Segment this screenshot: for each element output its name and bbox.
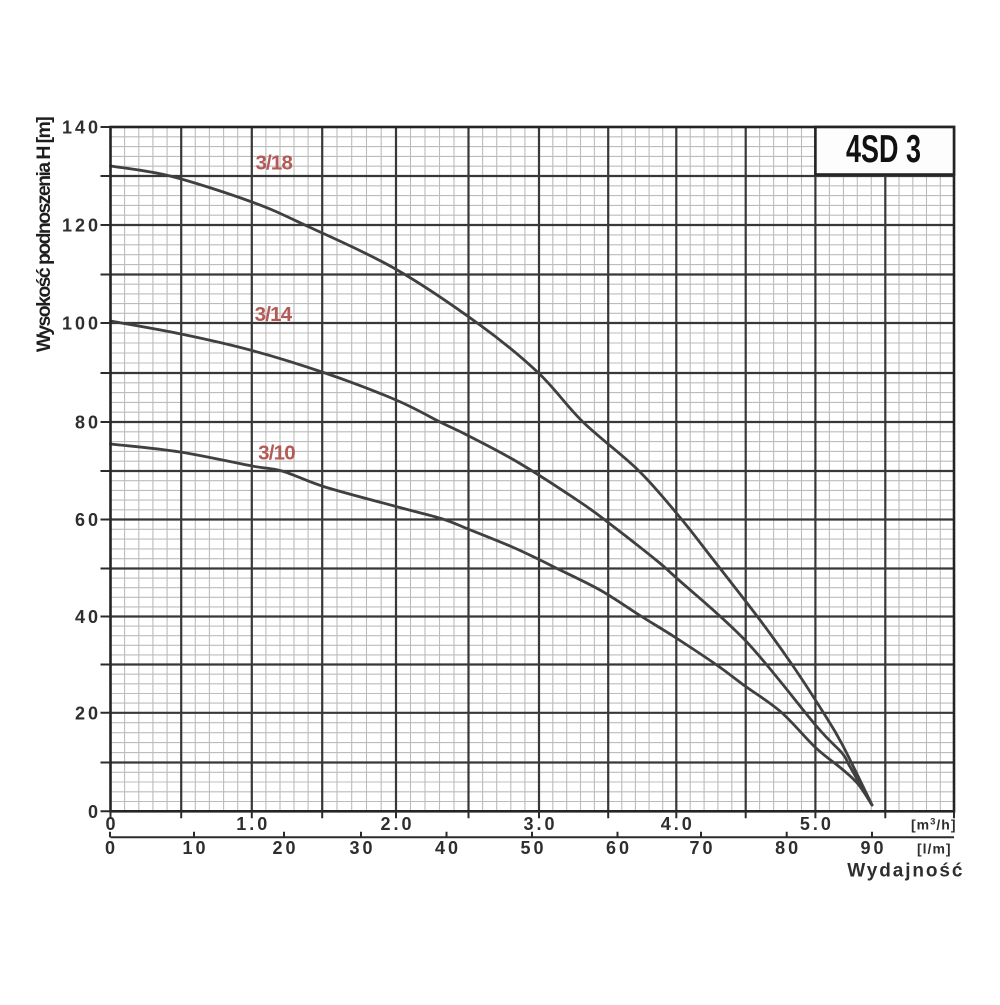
svg-text:20: 20: [75, 704, 101, 724]
svg-text:50: 50: [520, 838, 546, 858]
svg-text:20: 20: [272, 838, 298, 858]
svg-text:60: 60: [75, 510, 101, 530]
svg-text:140: 140: [62, 118, 101, 138]
svg-text:4.0: 4.0: [661, 814, 695, 834]
svg-text:Wydajność: Wydajność: [847, 860, 964, 881]
svg-text:3/18: 3/18: [255, 151, 292, 174]
svg-text:40: 40: [435, 838, 461, 858]
svg-text:0: 0: [105, 814, 118, 834]
svg-text:2.0: 2.0: [380, 814, 414, 834]
svg-text:4SD 3: 4SD 3: [846, 128, 921, 171]
svg-text:[l/m]: [l/m]: [917, 841, 952, 857]
svg-text:70: 70: [689, 838, 715, 858]
svg-text:10: 10: [182, 838, 208, 858]
svg-text:3.0: 3.0: [523, 814, 557, 834]
svg-text:80: 80: [775, 838, 801, 858]
svg-text:90: 90: [860, 838, 886, 858]
svg-text:60: 60: [606, 838, 632, 858]
svg-text:1.0: 1.0: [236, 814, 270, 834]
svg-text:120: 120: [62, 216, 101, 236]
svg-text:Wysokość podnoszenia H [m]: Wysokość podnoszenia H [m]: [33, 117, 55, 352]
svg-text:3/14: 3/14: [255, 303, 293, 326]
svg-text:100: 100: [62, 314, 101, 334]
svg-text:80: 80: [75, 413, 101, 433]
svg-text:5.0: 5.0: [800, 814, 834, 834]
svg-text:[m3/h]: [m3/h]: [911, 817, 957, 833]
svg-text:40: 40: [75, 607, 101, 627]
svg-text:0: 0: [88, 802, 101, 822]
svg-text:3/10: 3/10: [258, 442, 295, 465]
svg-text:0: 0: [105, 838, 118, 858]
svg-text:30: 30: [349, 838, 375, 858]
